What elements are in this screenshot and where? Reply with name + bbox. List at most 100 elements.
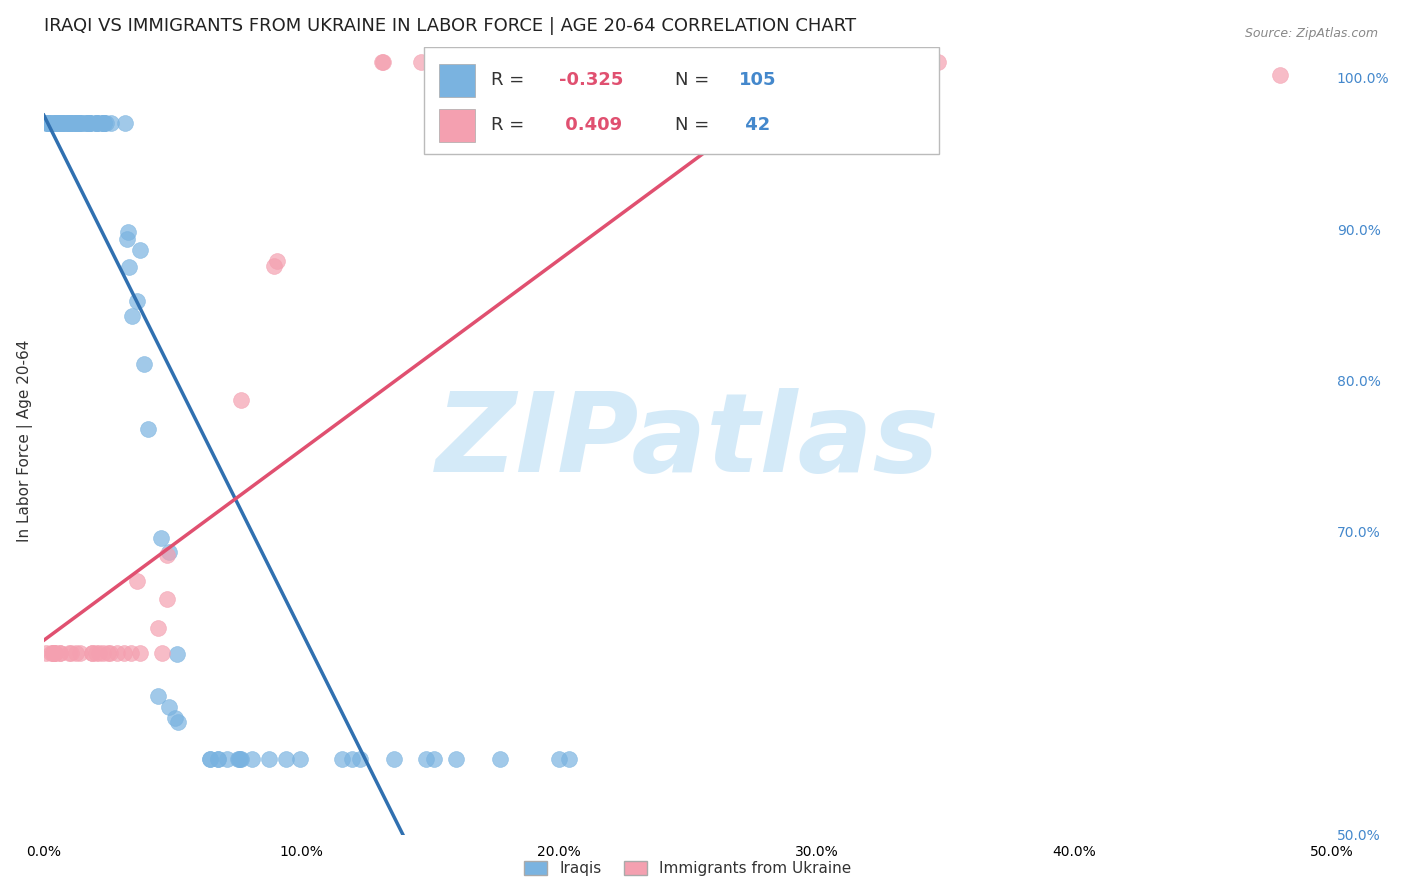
Point (98, 646, 121, 660)
Point (42, 646, 65, 660)
Point (76, 116, 98, 130)
Point (117, 225, 139, 239)
Point (120, 646, 142, 660)
Point (415, 752, 437, 766)
Point (371, 55, 394, 70)
Point (157, 545, 180, 559)
Point (86, 116, 108, 130)
Point (37, 116, 59, 130)
Point (371, 55, 394, 70)
Point (229, 393, 252, 408)
Point (60, 646, 83, 660)
Point (51, 116, 73, 130)
Point (56, 116, 79, 130)
Point (44, 646, 66, 660)
Point (105, 646, 128, 660)
Point (45, 116, 67, 130)
Point (38, 116, 60, 130)
Point (488, 752, 510, 766)
Point (146, 689, 169, 703)
Point (35, 646, 58, 660)
Point (86, 116, 108, 130)
Point (207, 752, 229, 766)
Text: N =: N = (675, 71, 714, 89)
Point (93, 116, 115, 130)
Point (49, 116, 72, 130)
Point (37, 116, 59, 130)
Point (38, 116, 60, 130)
Text: N =: N = (675, 116, 721, 135)
Point (49, 116, 72, 130)
Point (548, 752, 571, 766)
Point (56, 116, 79, 130)
Text: R =: R = (491, 116, 536, 135)
FancyBboxPatch shape (439, 109, 475, 142)
Point (45, 116, 67, 130)
Text: ZIPatlas: ZIPatlas (436, 388, 939, 494)
Point (67, 116, 90, 130)
Point (58, 116, 80, 130)
Point (274, 752, 297, 766)
Point (207, 752, 229, 766)
Point (229, 752, 252, 766)
Point (42, 116, 65, 130)
Point (58, 116, 80, 130)
Point (69, 116, 91, 130)
Point (444, 752, 467, 766)
Point (93, 116, 115, 130)
Point (263, 260, 285, 274)
Point (198, 752, 221, 766)
Point (266, 254, 288, 268)
Point (150, 531, 173, 545)
Point (121, 310, 143, 324)
Point (198, 752, 221, 766)
Point (35, 116, 58, 130)
Point (42, 646, 65, 660)
Point (666, 55, 689, 70)
Point (42, 116, 65, 130)
Point (84, 116, 107, 130)
Point (423, 752, 446, 766)
Point (91, 646, 114, 660)
Point (42, 646, 65, 660)
Point (242, 752, 264, 766)
Point (42, 646, 65, 660)
Point (807, 55, 830, 70)
Text: -0.325: -0.325 (560, 71, 623, 89)
Point (229, 752, 252, 766)
Point (384, 752, 406, 766)
Point (59, 116, 82, 130)
Point (855, 55, 877, 70)
Point (65, 646, 87, 660)
Point (77, 116, 100, 130)
Point (290, 752, 312, 766)
Point (91, 116, 114, 130)
Point (91, 116, 114, 130)
Point (76, 116, 98, 130)
Point (48, 646, 70, 660)
Y-axis label: In Labor Force | Age 20-64: In Labor Force | Age 20-64 (17, 340, 32, 542)
Point (67, 116, 90, 130)
Point (165, 710, 187, 724)
Point (1270, 68, 1292, 82)
Point (97, 646, 120, 660)
Point (146, 621, 169, 635)
Point (330, 752, 353, 766)
Point (215, 752, 238, 766)
Point (44, 646, 66, 660)
Point (58, 646, 80, 660)
Point (69, 646, 91, 660)
Point (63, 116, 86, 130)
Point (58, 116, 80, 130)
Point (93, 116, 115, 130)
Point (114, 116, 136, 130)
Point (51, 116, 73, 130)
Point (48, 116, 70, 130)
Point (39, 646, 62, 660)
Point (136, 422, 159, 436)
Point (228, 752, 250, 766)
Point (35, 116, 58, 130)
Point (134, 357, 156, 371)
Point (52, 116, 75, 130)
Point (927, 55, 949, 70)
